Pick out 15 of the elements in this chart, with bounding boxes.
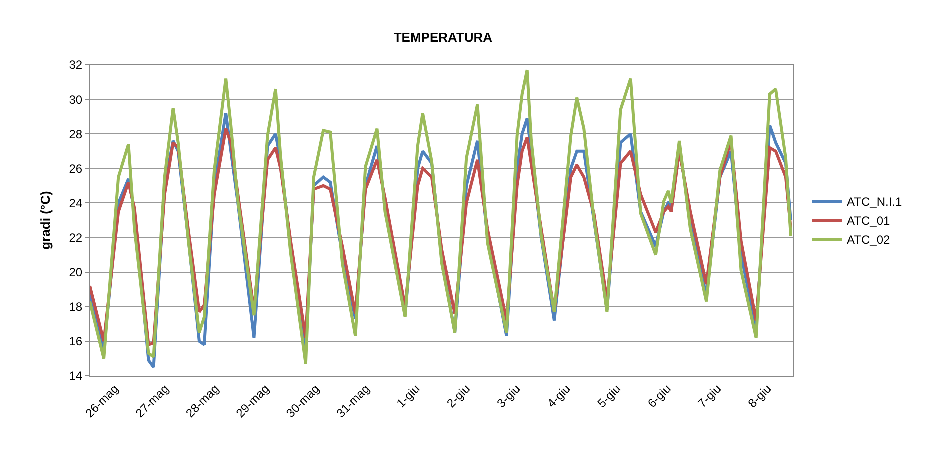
y-tick-label: 22 <box>69 230 83 245</box>
legend-label: ATC_N.I.1 <box>847 195 903 210</box>
y-tick-label: 30 <box>69 92 83 107</box>
y-tick-label: 28 <box>69 127 83 142</box>
y-tick-label: 24 <box>69 196 83 210</box>
y-tick-label: 20 <box>69 266 83 280</box>
legend-label: ATC_01 <box>847 214 891 228</box>
legend-label: ATC_02 <box>847 233 891 248</box>
y-tick-label: 26 <box>69 162 83 176</box>
chart-title: TEMPERATURA <box>394 30 494 46</box>
y-tick-label: 16 <box>69 334 83 349</box>
y-tick-label: 18 <box>69 300 83 314</box>
y-tick-label: 32 <box>69 58 83 72</box>
y-tick-label: 14 <box>69 369 83 384</box>
y-axis-title: gradi (°C) <box>38 191 54 250</box>
